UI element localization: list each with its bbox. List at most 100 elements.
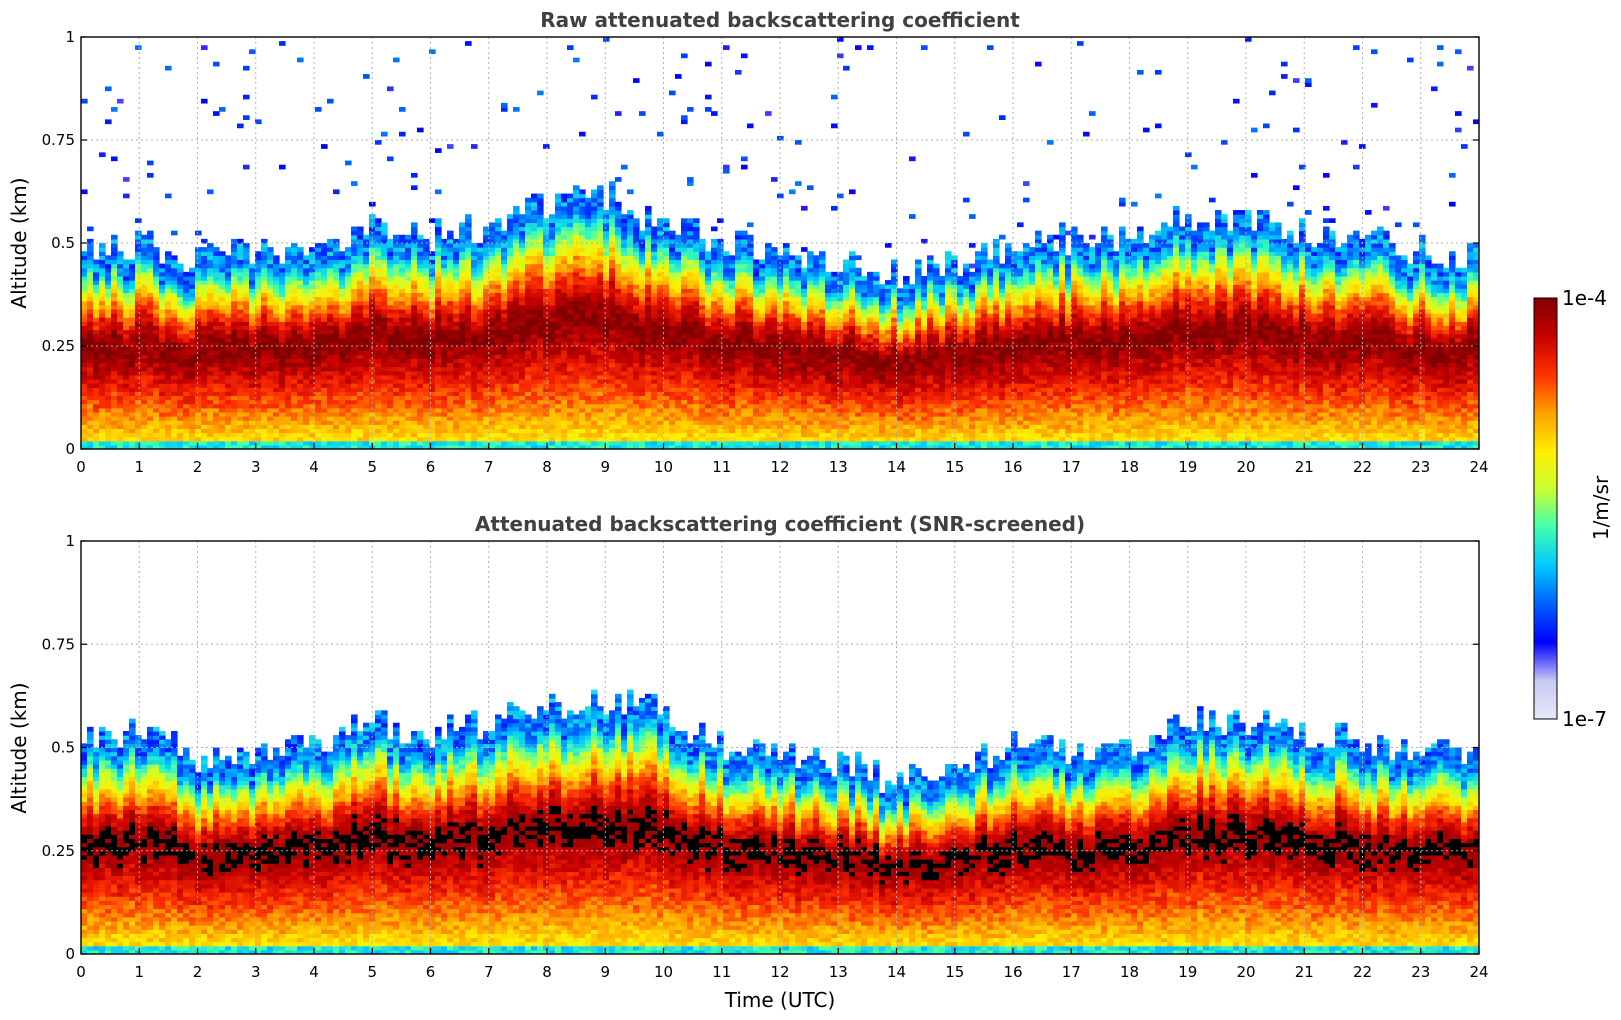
heatmap-cell xyxy=(495,440,502,446)
heatmap-cell xyxy=(405,296,412,302)
heatmap-cell xyxy=(615,420,622,425)
heatmap-cell xyxy=(609,374,616,380)
heatmap-cell xyxy=(183,346,190,351)
heatmap-cell xyxy=(267,329,274,335)
heatmap-cell xyxy=(429,395,436,401)
heatmap-cell xyxy=(99,432,106,438)
heatmap-cell xyxy=(543,391,550,397)
heatmap-cell xyxy=(495,329,502,335)
heatmap-cell xyxy=(399,296,406,302)
heatmap-cell xyxy=(381,300,388,306)
heatmap-cell xyxy=(195,420,202,425)
heatmap-cell xyxy=(555,222,562,228)
heatmap-cell xyxy=(225,387,232,392)
heatmap-cell xyxy=(123,350,130,355)
heatmap-cell xyxy=(219,271,226,277)
heatmap-cell xyxy=(393,333,400,339)
heatmap-cell xyxy=(219,378,226,384)
heatmap-cell xyxy=(537,313,544,318)
heatmap-cell xyxy=(333,366,340,372)
heatmap-cell xyxy=(483,243,490,248)
heatmap-cell xyxy=(561,432,568,438)
heatmap-cell xyxy=(93,374,100,380)
heatmap-cell xyxy=(237,346,244,351)
heatmap-cell xyxy=(441,411,448,417)
heatmap-cell xyxy=(591,346,598,351)
heatmap-cell xyxy=(579,243,586,248)
heatmap-cell xyxy=(483,370,490,376)
heatmap-cell xyxy=(603,424,610,429)
heatmap-cell xyxy=(249,424,256,429)
heatmap-cell xyxy=(567,424,574,429)
heatmap-cell xyxy=(159,436,166,442)
heatmap-cell xyxy=(267,292,274,298)
heatmap-cell xyxy=(549,325,556,331)
heatmap-cell xyxy=(231,436,238,442)
heatmap-cell xyxy=(459,362,466,368)
heatmap-cell xyxy=(501,333,508,339)
heatmap-cell xyxy=(609,238,616,244)
heatmap-cell xyxy=(87,420,94,425)
heatmap-cell xyxy=(111,234,118,240)
heatmap-cell xyxy=(429,333,436,339)
heatmap-cell xyxy=(93,428,100,434)
heatmap-cell xyxy=(579,131,586,137)
heatmap-cell xyxy=(195,391,202,397)
heatmap-cell xyxy=(147,399,154,405)
heatmap-cell xyxy=(441,243,448,248)
heatmap-cell xyxy=(519,387,526,392)
heatmap-cell xyxy=(135,346,142,351)
heatmap-cell xyxy=(351,280,358,285)
heatmap-cell xyxy=(609,292,616,298)
heatmap-cell xyxy=(435,350,442,355)
heatmap-cell xyxy=(429,275,436,281)
heatmap-cell xyxy=(567,366,574,372)
heatmap-cell xyxy=(369,243,376,248)
heatmap-cell xyxy=(135,354,142,359)
heatmap-cell xyxy=(273,259,280,265)
heatmap-cell xyxy=(219,391,226,397)
heatmap-cell xyxy=(639,411,646,417)
heatmap-cell xyxy=(477,284,484,289)
heatmap-cell xyxy=(471,399,478,405)
heatmap-cell xyxy=(219,107,226,112)
heatmap-cell xyxy=(447,350,454,355)
heatmap-cell xyxy=(561,366,568,372)
heatmap-cell xyxy=(135,304,142,310)
heatmap-cell xyxy=(543,370,550,376)
heatmap-cell xyxy=(621,255,628,261)
heatmap-cell xyxy=(423,247,430,252)
heatmap-cell xyxy=(123,378,130,384)
heatmap-cell xyxy=(219,420,226,425)
heatmap-cell xyxy=(273,374,280,380)
heatmap-cell xyxy=(93,378,100,384)
heatmap-cell xyxy=(243,115,250,120)
heatmap-cell xyxy=(111,383,118,388)
heatmap-cell xyxy=(291,313,298,318)
heatmap-cell xyxy=(249,378,256,384)
heatmap-cell xyxy=(621,329,628,335)
heatmap-cell xyxy=(345,271,352,277)
heatmap-cell xyxy=(405,341,412,347)
heatmap-cell xyxy=(81,350,88,355)
heatmap-cell xyxy=(393,370,400,376)
heatmap-cell xyxy=(267,317,274,322)
heatmap-cell xyxy=(219,416,226,421)
heatmap-cell xyxy=(507,263,514,269)
heatmap-cell xyxy=(345,304,352,310)
heatmap-cell xyxy=(591,366,598,372)
heatmap-cell xyxy=(507,288,514,294)
heatmap-cell xyxy=(129,399,136,405)
heatmap-cell xyxy=(543,271,550,277)
heatmap-cell xyxy=(423,370,430,376)
heatmap-cell xyxy=(99,329,106,335)
heatmap-cell xyxy=(141,284,148,289)
heatmap-cell xyxy=(483,292,490,298)
heatmap-cell xyxy=(597,440,604,446)
heatmap-cell xyxy=(225,407,232,413)
heatmap-cell xyxy=(81,337,88,343)
heatmap-cell xyxy=(429,296,436,302)
heatmap-cell xyxy=(465,321,472,326)
heatmap-cell xyxy=(321,354,328,359)
heatmap-cell xyxy=(177,362,184,368)
